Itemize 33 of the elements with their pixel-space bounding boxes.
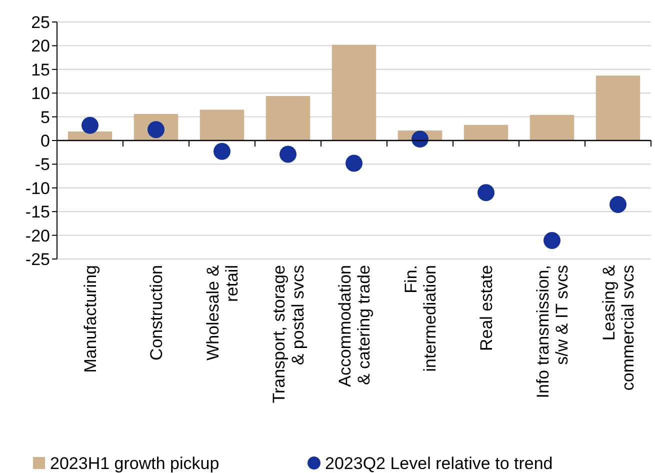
y-tick-label: -25 xyxy=(25,250,50,269)
bar xyxy=(464,124,508,140)
point xyxy=(82,116,98,134)
x-tick-label: Real estate xyxy=(476,265,496,351)
point xyxy=(280,146,296,163)
x-tick-label: Construction xyxy=(146,265,166,360)
legend-label: 2023Q2 Level relative to trend xyxy=(325,454,553,473)
y-tick-label: 15 xyxy=(31,60,50,80)
y-tick-label: -10 xyxy=(25,178,50,198)
point xyxy=(544,232,560,250)
y-tick-label: 25 xyxy=(31,12,50,32)
y-tick-label: -15 xyxy=(25,202,50,222)
bar xyxy=(596,76,640,140)
bar xyxy=(332,44,376,140)
point xyxy=(412,130,428,148)
x-tick-label: Manufacturing xyxy=(80,265,100,373)
point xyxy=(214,142,230,160)
y-tick-label: -20 xyxy=(25,226,50,246)
y-tick-label: 0 xyxy=(40,131,50,150)
x-tick-label: Info transmission, s/w & IT svcs xyxy=(533,265,572,398)
y-tick-label: -5 xyxy=(34,155,50,174)
bar xyxy=(266,96,310,140)
x-tick-label: Wholesale & retail xyxy=(203,264,242,360)
bar xyxy=(200,110,244,140)
point xyxy=(610,196,626,213)
y-tick-label: 20 xyxy=(31,36,50,56)
y-tick-label: 5 xyxy=(40,108,50,127)
legend-label: 2023H1 growth pickup xyxy=(50,454,220,473)
point xyxy=(346,154,362,172)
point xyxy=(478,184,494,202)
x-tick-label: Fin. intermediation xyxy=(401,265,440,372)
y-tick-label: 10 xyxy=(31,84,50,104)
bar xyxy=(530,114,574,140)
